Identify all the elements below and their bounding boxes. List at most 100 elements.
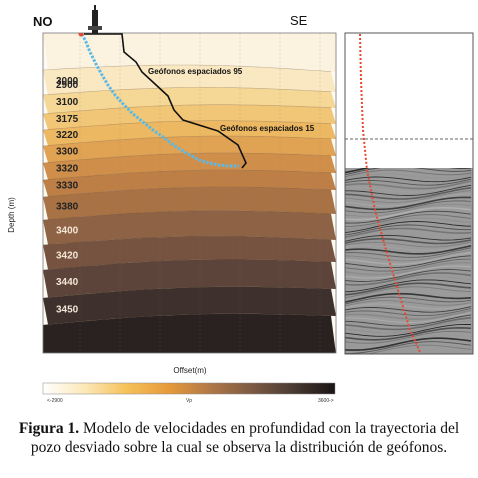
well-outline-path (84, 33, 247, 169)
seismic-reflector (345, 176, 472, 183)
seismic-reflector (345, 252, 472, 266)
seismic-reflector (345, 249, 472, 262)
velocity-layer (43, 210, 336, 245)
seismic-reflector (345, 275, 472, 289)
seismic-reflector (345, 261, 472, 276)
seismic-reflector (345, 203, 472, 217)
seismic-reflector (345, 258, 471, 272)
seismic-reflector (345, 241, 472, 248)
seismic-reflectors (345, 168, 472, 354)
seismic-reflector (345, 326, 472, 341)
x-axis-label: Offset(m) (173, 366, 207, 375)
seismic-reflector (345, 317, 472, 331)
layer-boundary (43, 104, 332, 115)
seismic-reflector (345, 308, 472, 317)
velocity-layer (43, 87, 336, 114)
caption-label: Figura 1. (18, 420, 80, 437)
seismic-reflector (345, 217, 472, 231)
seismic-reflector (345, 312, 472, 323)
layer-boundary (43, 64, 332, 72)
seismic-reflector (345, 221, 472, 234)
seismic-frame (344, 32, 474, 355)
layer-velocity-label: 3300 (56, 147, 79, 158)
layer-boundary (43, 259, 332, 271)
velocity-layer (43, 187, 336, 220)
seismic-reflector (345, 303, 472, 310)
layer-boundary (43, 87, 332, 96)
seismic-reflector (345, 323, 472, 337)
seismic-reflector (345, 224, 471, 236)
annotation-geophones-15: Geófonos espaciados 15 (220, 124, 315, 133)
velocity-layer (43, 153, 336, 180)
seismic-reflector (345, 169, 472, 178)
layer-velocity-label: 3380 (56, 201, 79, 212)
layer-velocity-label: 3420 (56, 251, 79, 262)
layer-velocity-label: 3320 (56, 164, 79, 175)
colorbar-min-label: <-2900 (47, 398, 63, 404)
seismic-reflector (345, 196, 472, 211)
seismic-well-trace (359, 33, 421, 353)
layer-boundary (43, 135, 332, 147)
seismic-reflector (345, 320, 472, 334)
seismic-reflector (345, 300, 472, 307)
seismic-reflector (345, 231, 472, 240)
seismic-reflector (345, 306, 472, 313)
plot-frame (42, 32, 337, 354)
layer-boundary (43, 210, 332, 221)
seismic-reflector (345, 172, 472, 180)
layer-boundary (43, 236, 332, 246)
velocity-layer (43, 120, 336, 146)
seismic-reflector (365, 344, 472, 354)
source-point (78, 33, 84, 37)
seismic-reflector (345, 210, 472, 224)
velocity-layer (43, 104, 336, 130)
layer-boundary (43, 169, 332, 181)
colorbar-strip (42, 382, 336, 395)
seismic-reflector (345, 200, 472, 214)
seismic-reflector (345, 245, 472, 255)
velocity-layer (43, 170, 336, 197)
seismic-reflector (345, 334, 472, 348)
layer-velocity-label: 3175 (56, 114, 79, 125)
seismic-reflector (345, 168, 472, 174)
seismic-reflector (345, 289, 472, 301)
layer-velocity-label: 3000 (56, 76, 79, 87)
direction-label-se: SE (290, 13, 308, 28)
seismic-reflector (345, 168, 472, 176)
seismic-reflector (345, 330, 472, 344)
seismic-reflector (345, 178, 472, 186)
caption-text: Modelo de velocidades en profundidad con… (30, 420, 460, 456)
layer-velocity-label: 3100 (56, 97, 79, 108)
seismic-reflector (345, 207, 472, 221)
seismic-reflector (345, 341, 472, 354)
seismic-reflector (345, 265, 472, 279)
layer-velocity-label: 3440 (56, 277, 79, 288)
seismic-panel (344, 32, 474, 355)
velocity-layer (43, 259, 336, 298)
seismic-reflector (345, 286, 472, 299)
y-axis-label: Depth (m) (7, 197, 16, 233)
colorbar: <-2900 Vp 3600-> (42, 382, 336, 404)
velocity-layer (43, 286, 336, 325)
velocity-layer (43, 33, 336, 72)
seismic-reflector (345, 190, 472, 203)
seismic-reflector (345, 180, 472, 190)
layer-boundary (43, 286, 332, 299)
layer-velocity-label: 2900 (56, 80, 79, 91)
layer-velocity-label: 3450 (56, 305, 79, 316)
seismic-reflector (345, 184, 472, 196)
velocity-layer (43, 65, 336, 95)
layer-velocity-label: 3330 (56, 181, 79, 192)
rig-icon (88, 5, 102, 34)
layer-boundary (43, 186, 332, 198)
seismic-blank-area (345, 33, 473, 168)
seismic-reflector (345, 309, 472, 320)
plot-grid (79, 33, 321, 353)
velocity-layers (43, 33, 336, 353)
velocity-layer (43, 236, 336, 270)
seismic-reflector (345, 247, 472, 258)
well-trajectory (78, 33, 247, 169)
